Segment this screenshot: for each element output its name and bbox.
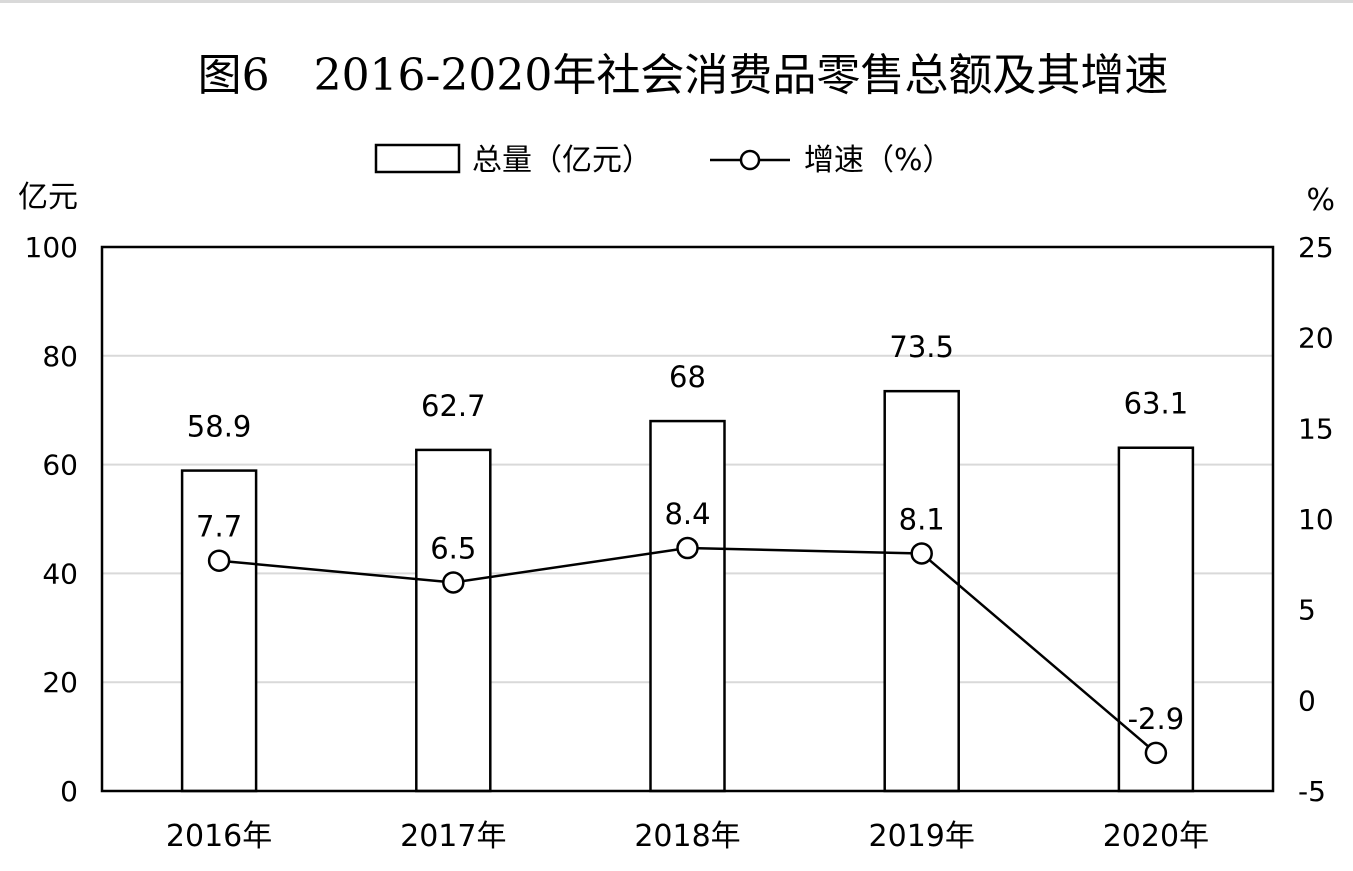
- legend-label-bar: 总量（亿元）: [472, 143, 652, 178]
- y-tick-label: 20: [42, 666, 78, 699]
- y-tick-label: 40: [42, 557, 78, 590]
- bar: [649, 419, 726, 793]
- line-value-label: -2.9: [1128, 702, 1185, 736]
- legend-line-marker: [739, 149, 761, 171]
- line-point: [207, 549, 231, 572]
- line-value-label: 7.7: [196, 510, 242, 544]
- y2-tick-label: 5: [1298, 594, 1316, 627]
- top-rule: [0, 0, 1353, 3]
- y2-tick-label: 25: [1298, 231, 1334, 264]
- y2-tick-label: 15: [1298, 412, 1334, 445]
- line-point: [442, 571, 465, 594]
- bar-value-label: 63.1: [1124, 387, 1189, 421]
- bar: [415, 448, 492, 793]
- y-axis-ticks: 0 20 40 60 80 100: [25, 231, 78, 808]
- bar-series: 58.9 62.7 68 73.5 63.1: [180, 330, 1195, 793]
- x-axis-categories: 2016年 2017年 2018年 2019年 2020年: [166, 819, 1209, 854]
- chart-title: 图6 2016-2020年社会消费品零售总额及其增速: [198, 50, 1169, 101]
- x-category-label: 2020年: [1103, 819, 1209, 854]
- bar-value-label: 68: [669, 360, 706, 394]
- x-category-label: 2016年: [166, 819, 272, 854]
- x-category-label: 2019年: [869, 819, 975, 854]
- y2-tick-label: 10: [1298, 503, 1334, 536]
- y2-axis-ticks: -5 0 5 10 15 20 25: [1298, 231, 1334, 808]
- bar: [1117, 446, 1195, 793]
- y2-tick-label: -5: [1298, 775, 1326, 808]
- legend-bar-swatch: [374, 143, 461, 174]
- line-point: [910, 542, 933, 565]
- x-category-label: 2018年: [634, 819, 740, 854]
- plot-frame: [100, 245, 1275, 793]
- line-value-label: 8.4: [664, 497, 710, 531]
- y-tick-label: 60: [42, 449, 78, 482]
- bar-value-label: 58.9: [187, 410, 252, 444]
- line-point: [1144, 741, 1168, 765]
- bar-value-label: 62.7: [421, 389, 486, 423]
- legend-label-line: 增速（%）: [804, 143, 953, 178]
- line-point: [676, 536, 699, 560]
- line-value-label: 6.5: [430, 531, 476, 565]
- bar: [883, 389, 960, 793]
- y2-axis-unit-label: %: [1306, 183, 1335, 218]
- line-series: 7.7 6.5 8.4 8.1 -2.9: [196, 497, 1185, 765]
- legend: 总量（亿元） 增速（%）: [374, 143, 953, 178]
- y-axis-unit-label: 亿元: [18, 180, 78, 215]
- bar-value-label: 73.5: [889, 330, 954, 364]
- y2-tick-label: 20: [1298, 322, 1334, 355]
- y2-tick-label: 0: [1298, 684, 1316, 717]
- y-tick-label: 100: [25, 231, 78, 264]
- y-tick-label: 0: [60, 775, 78, 808]
- bar: [180, 469, 258, 793]
- x-category-label: 2017年: [400, 819, 506, 854]
- line-value-label: 8.1: [899, 502, 945, 536]
- y-tick-label: 80: [42, 340, 78, 373]
